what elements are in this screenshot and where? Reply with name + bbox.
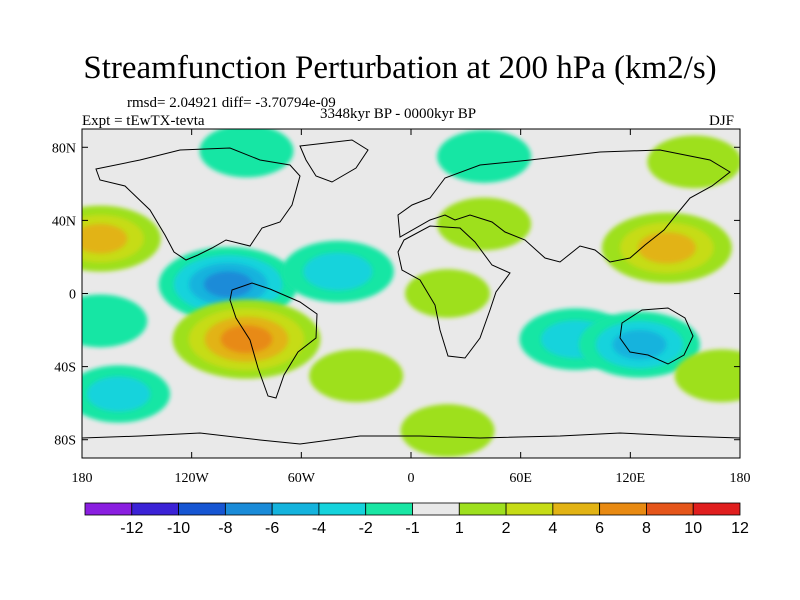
experiment-label: Expt = tEwTX-tevta — [82, 113, 205, 129]
x-tick-label-0: 180 — [72, 471, 93, 486]
coastline-eurasia — [397, 149, 731, 263]
axis-ticks — [81, 129, 741, 458]
anomaly-8-level-0 — [199, 129, 294, 178]
y-axis-labels: 80N 40N 0 40S 80S — [52, 141, 76, 448]
coastline-africa — [397, 225, 511, 359]
coastlines — [82, 139, 740, 445]
coastline-north-america — [95, 147, 301, 261]
y-tick-label-1: 40N — [52, 214, 76, 229]
anomaly-14-level-0 — [405, 269, 491, 318]
y-tick-label-2: 0 — [69, 288, 76, 303]
anomaly-6-level-0 — [309, 349, 404, 403]
x-tick-label-2: 60W — [288, 471, 316, 486]
y-tick-label-4: 80S — [54, 434, 76, 449]
anomaly-2-level-1 — [303, 252, 373, 291]
coastline-australia — [619, 307, 694, 365]
period-label: 3348kyr BP - 0000kyr BP — [320, 106, 477, 122]
anomaly-9-level-0 — [647, 135, 740, 189]
anomaly-field — [82, 129, 740, 457]
anomaly-10-level-0 — [437, 197, 532, 251]
anomaly-16-level-0 — [674, 349, 740, 403]
y-tick-label-0: 80N — [52, 141, 76, 156]
coastline-south-america — [229, 282, 318, 399]
anomaly-1-level-3 — [204, 271, 253, 298]
x-tick-label-6: 180 — [730, 471, 751, 486]
anomaly-0-level-2 — [82, 223, 128, 254]
x-tick-label-3: 0 — [408, 471, 415, 486]
x-axis-labels: 180 120W 60W 0 60E 120E 180 — [72, 471, 751, 486]
coastline-greenland — [299, 139, 369, 183]
y-tick-label-3: 40S — [54, 361, 76, 376]
anomaly-7-level-0 — [437, 130, 532, 183]
season-label: DJF — [709, 113, 735, 129]
anomaly-4-level-1 — [86, 376, 151, 412]
anomaly-5-level-0 — [82, 294, 148, 348]
anomaly-15-level-0 — [400, 404, 495, 457]
anomaly-11-level-2 — [637, 232, 696, 264]
chart-title: Streamfunction Perturbation at 200 hPa (… — [83, 50, 717, 86]
x-tick-label-4: 60E — [509, 471, 532, 486]
coastline-antarctica — [82, 432, 740, 445]
x-tick-label-1: 120W — [175, 471, 210, 486]
anomaly-3-level-3 — [220, 325, 273, 353]
anomaly-13-level-2 — [612, 329, 667, 360]
stats-text: rmsd= 2.04921 diff= -3.70794e-09 — [127, 95, 336, 111]
x-tick-label-5: 120E — [616, 471, 646, 486]
